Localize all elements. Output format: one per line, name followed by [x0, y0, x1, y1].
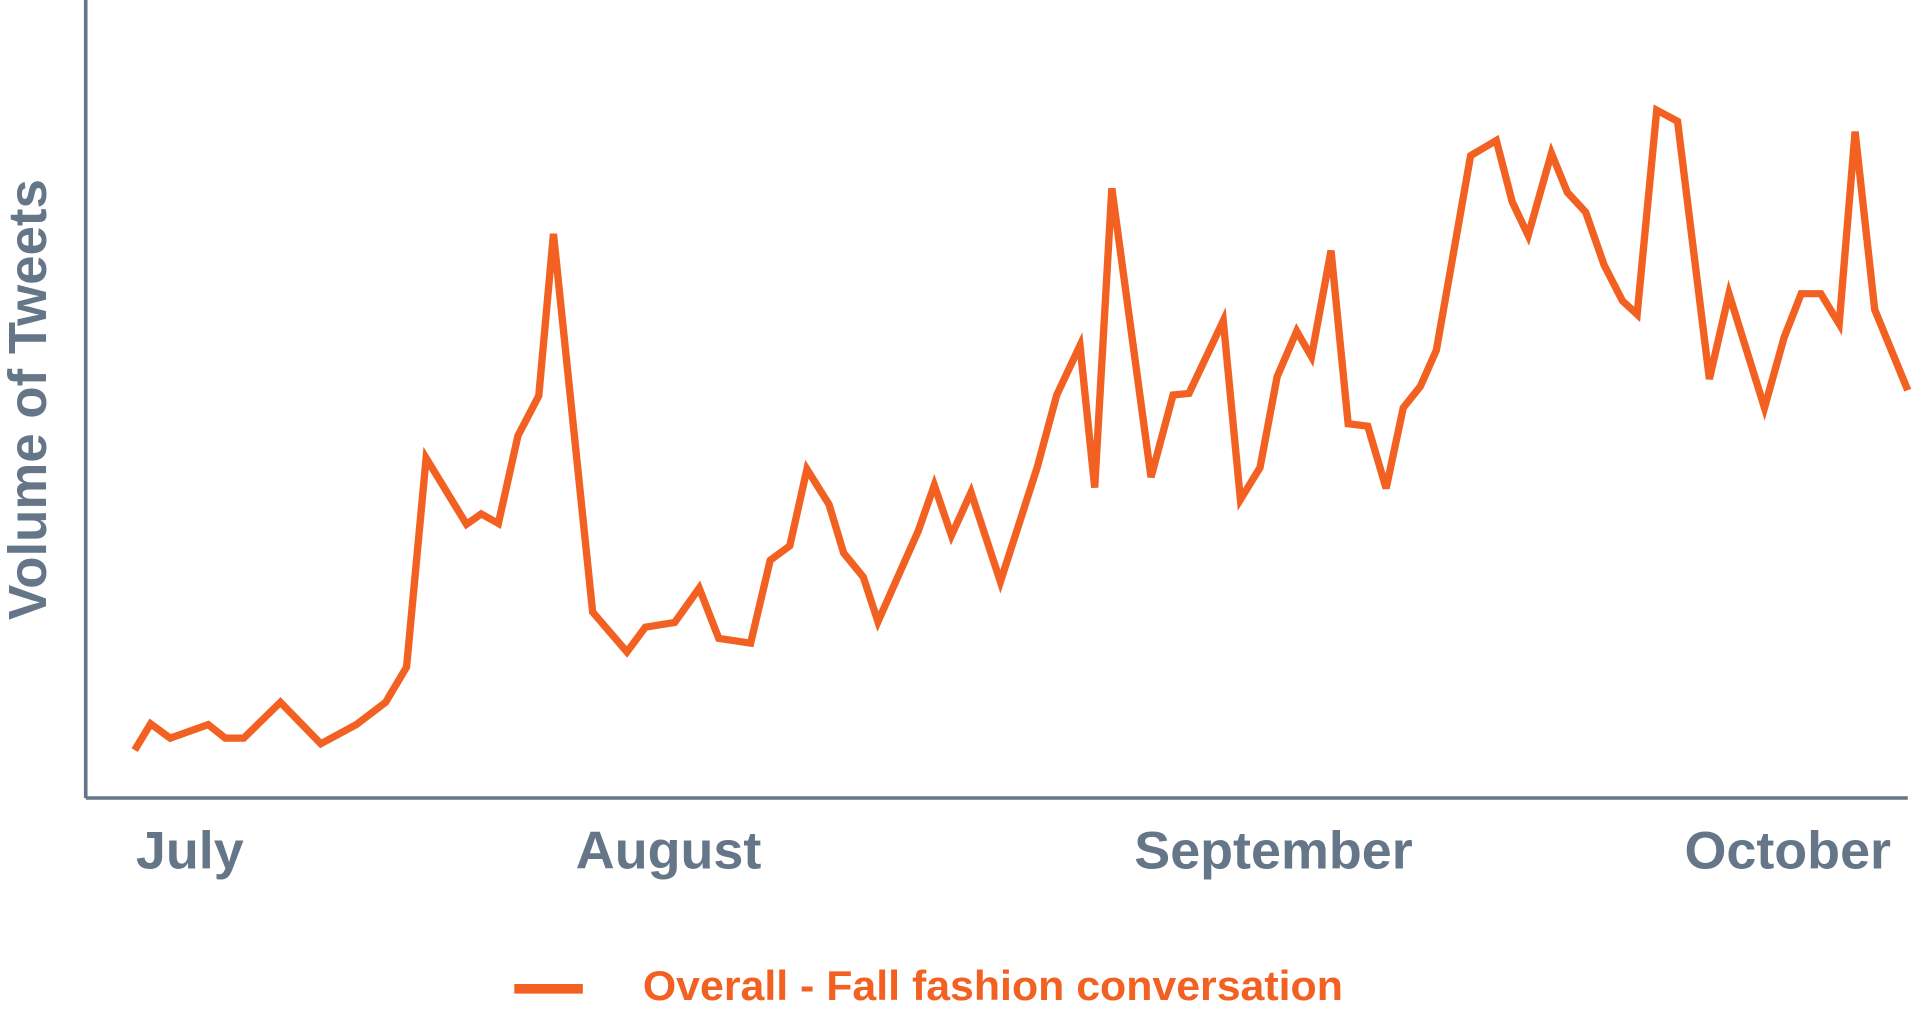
data-line: [131, 104, 1912, 752]
legend-label: Overall - Fall fashion conversation: [643, 962, 1343, 1009]
x-tick-label: July: [136, 822, 244, 880]
x-tick-label: September: [1134, 822, 1412, 880]
y-axis-label: Volume of Tweets: [0, 179, 58, 620]
x-tick-label: August: [576, 822, 762, 880]
x-tick-label: October: [1684, 822, 1891, 880]
